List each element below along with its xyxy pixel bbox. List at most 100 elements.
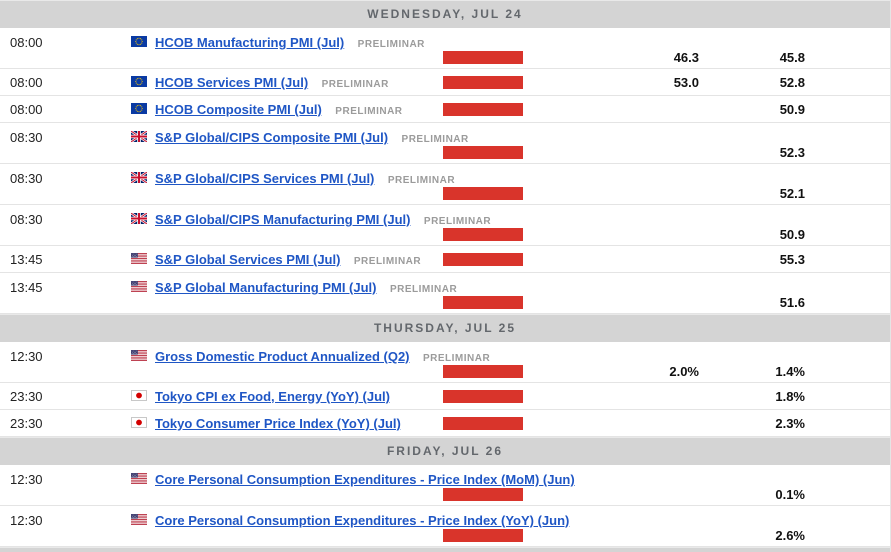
event-row: 12:30 [0,342,890,383]
event-link[interactable]: S&P Global Manufacturing PMI (Jul) [155,280,377,295]
preliminar-badge: PRELIMINAR [389,284,458,295]
country-flag-icon [131,172,147,183]
preliminar-badge: PRELIMINAR [422,353,491,364]
event-link[interactable]: S&P Global Services PMI (Jul) [155,252,341,267]
country-flag-icon [131,281,147,292]
event-time: 12:30 [10,513,43,528]
previous-value: 50.9 [779,227,805,242]
event-link[interactable]: Core Personal Consumption Expenditures -… [155,513,570,528]
event-row: 23:30 [0,383,890,410]
volatility-bar [443,488,523,501]
preliminar-badge: PRELIMINAR [353,256,422,267]
event-row: 08:00 [0,69,890,96]
previous-value: 2.3% [775,416,805,431]
event-time: 08:30 [10,171,43,186]
us-flag-icon [131,350,147,361]
event-link[interactable]: Tokyo CPI ex Food, Energy (YoY) (Jul) [155,389,390,404]
country-flag-icon [131,253,147,264]
country-flag-icon [131,76,147,87]
volatility-bar [443,187,523,200]
volatility-bar [443,529,523,542]
actual-value: 46.3 [673,50,699,65]
event-link[interactable]: HCOB Services PMI (Jul) [155,75,309,90]
previous-value: 1.4% [775,364,805,379]
volatility-bar [443,103,523,116]
event-time: 08:30 [10,212,43,227]
us-flag-icon [131,281,147,292]
preliminar-badge: PRELIMINAR [387,175,456,186]
day-header: FRIDAY, JUL 26 [0,437,890,465]
volatility-bar [443,146,523,159]
day-section: FRIDAY, JUL 26 12:30 [0,437,890,547]
event-row: 08:00 [0,28,890,69]
us-flag-icon [131,514,147,525]
event-row: 13:45 [0,273,890,314]
volatility-bar [443,390,523,403]
event-time: 12:30 [10,349,43,364]
previous-value: 45.8 [779,50,805,65]
uk-flag-icon [131,172,147,183]
previous-value: 52.1 [779,186,805,201]
volatility-bar [443,417,523,430]
event-row: 08:30 [0,205,890,246]
event-link[interactable]: Gross Domestic Product Annualized (Q2) [155,349,410,364]
event-link[interactable]: HCOB Composite PMI (Jul) [155,102,322,117]
previous-value: 50.9 [779,102,805,117]
event-link[interactable]: HCOB Manufacturing PMI (Jul) [155,35,345,50]
event-row: 23:30 [0,410,890,437]
previous-value: 1.8% [775,389,805,404]
event-link[interactable]: Core Personal Consumption Expenditures -… [155,472,575,487]
actual-value: 2.0% [669,364,699,379]
preliminar-badge: PRELIMINAR [423,216,492,227]
event-title-line: HCOB Composite PMI (Jul) PRELIMINAR [155,103,403,118]
previous-value: 51.6 [779,295,805,310]
event-time: 23:30 [10,416,43,431]
actual-value: 53.0 [673,75,699,90]
day-header-label: FRIDAY, JUL 26 [386,444,504,458]
event-time: 13:45 [10,252,43,267]
eu-flag-icon [131,36,147,47]
eu-flag-icon [131,76,147,87]
event-time: 23:30 [10,389,43,404]
event-time: 08:00 [10,75,43,90]
country-flag-icon [131,103,147,114]
day-section: THURSDAY, JUL 25 12:30 [0,314,890,437]
day-rows: 12:30 [0,342,890,437]
day-header: WEDNESDAY, JUL 24 [0,0,890,28]
preliminar-badge: PRELIMINAR [401,134,469,145]
event-link[interactable]: S&P Global/CIPS Manufacturing PMI (Jul) [155,212,411,227]
uk-flag-icon [131,213,147,224]
event-title-line: S&P Global/CIPS Services PMI (Jul) PRELI… [155,172,455,187]
event-time: 08:00 [10,102,43,117]
preliminar-badge: PRELIMINAR [335,106,403,117]
event-title-line: Tokyo Consumer Price Index (YoY) (Jul) [155,417,401,430]
country-flag-icon [131,36,147,47]
event-link[interactable]: Tokyo Consumer Price Index (YoY) (Jul) [155,416,401,431]
event-row: 12:30 [0,465,890,506]
event-time: 08:00 [10,35,43,50]
previous-value: 2.6% [775,528,805,543]
volatility-bar [443,51,523,64]
day-header: THURSDAY, JUL 25 [0,314,890,342]
preliminar-badge: PRELIMINAR [321,79,389,90]
event-title-line: S&P Global Manufacturing PMI (Jul) PRELI… [155,281,457,296]
event-row: 12:30 [0,506,890,547]
event-title-line: S&P Global/CIPS Manufacturing PMI (Jul) … [155,213,491,228]
previous-value: 55.3 [779,252,805,267]
previous-value: 52.8 [779,75,805,90]
eu-flag-icon [131,103,147,114]
event-row: 08:30 [0,164,890,205]
event-title-line: HCOB Manufacturing PMI (Jul) PRELIMINAR [155,36,425,51]
day-header-label: THURSDAY, JUL 25 [373,321,517,335]
country-flag-icon [131,390,147,401]
us-flag-icon [131,253,147,264]
country-flag-icon [131,514,147,525]
event-title-line: Gross Domestic Product Annualized (Q2) P… [155,350,490,365]
event-link[interactable]: S&P Global/CIPS Services PMI (Jul) [155,171,375,186]
day-section: WEDNESDAY, JUL 24 08:00 [0,0,890,314]
country-flag-icon [131,213,147,224]
event-link[interactable]: S&P Global/CIPS Composite PMI (Jul) [155,130,389,145]
country-flag-icon [131,350,147,361]
event-time: 13:45 [10,280,43,295]
